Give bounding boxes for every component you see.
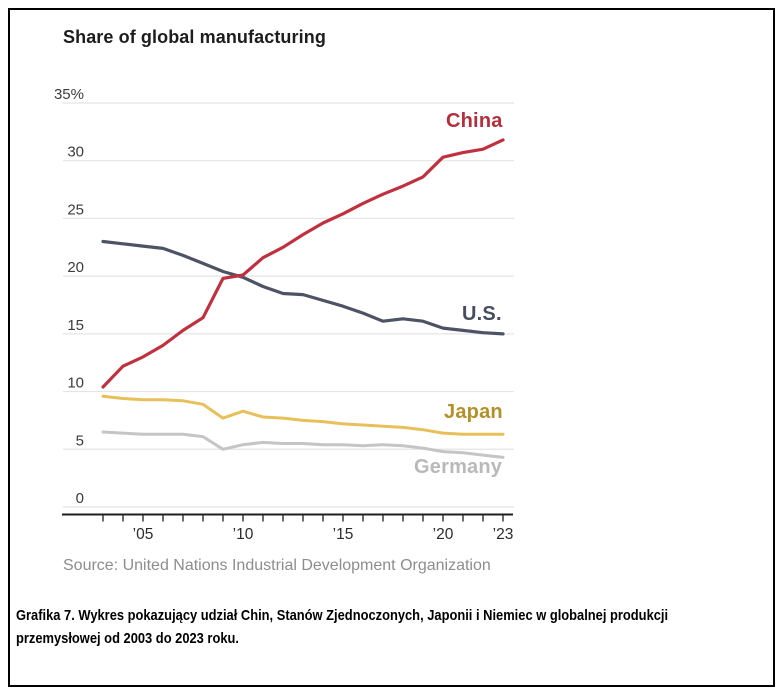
series-label-japan: Japan	[444, 401, 503, 423]
series-line-us	[101, 239, 505, 336]
x-tick-label: ’20	[433, 526, 454, 543]
y-tick-label: 30	[67, 144, 84, 161]
source-attribution: Source: United Nations Industrial Develo…	[63, 557, 491, 574]
figure-caption: Grafika 7. Wykres pokazujący udział Chin…	[16, 604, 668, 650]
series-label-china: China	[446, 110, 503, 132]
y-tick-label: 0	[76, 490, 84, 507]
series-label-germany: Germany	[414, 456, 503, 478]
series-line-china	[101, 138, 505, 389]
figure-border	[8, 8, 775, 687]
series-line-japan	[101, 394, 505, 436]
chart-title: Share of global manufacturing	[63, 27, 326, 47]
y-tick-label: 15	[67, 317, 84, 334]
series-line-germany	[101, 430, 505, 459]
x-tick-label: ’23	[493, 526, 514, 543]
y-tick-label: 20	[67, 259, 84, 276]
x-tick-label: ’05	[133, 526, 154, 543]
figure-caption-line-2: przemysłowej od 2003 do 2023 roku.	[16, 630, 239, 647]
manufacturing-line-chart: 0 5 10 15 20 25 30 35% ’05 ’10 ’15 ’20 ’23	[54, 86, 514, 543]
x-tick-label: ’10	[233, 526, 254, 543]
y-tick-label: 25	[67, 201, 84, 218]
y-tick-label: 5	[76, 432, 84, 449]
y-tick-label: 10	[67, 375, 84, 392]
figure-caption-line-1: Grafika 7. Wykres pokazujący udział Chin…	[16, 607, 669, 624]
y-tick-label: 35%	[54, 86, 84, 103]
series-label-us: U.S.	[462, 303, 502, 325]
x-tick-label: ’15	[333, 526, 354, 543]
